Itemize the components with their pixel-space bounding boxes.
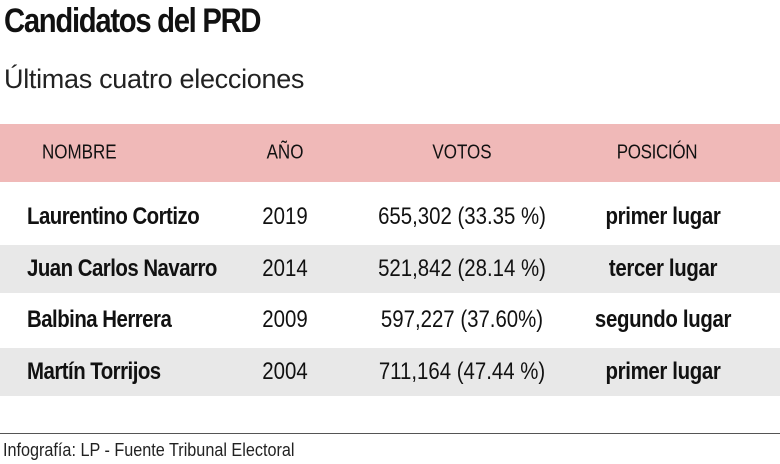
header-votos: VOTOS	[432, 141, 492, 164]
source-credit: Infografía: LP - Fuente Tribunal Elector…	[3, 440, 295, 460]
page-subtitle: Últimas cuatro elecciones	[4, 64, 305, 94]
cell-anio: 2019	[262, 203, 308, 230]
table-header: NOMBRE AÑO VOTOS POSICIÓN	[0, 124, 780, 182]
footer-divider	[0, 433, 780, 434]
cell-nombre: Martín Torrijos	[27, 358, 161, 385]
cell-votos: 711,164 (47.44 %)	[378, 358, 546, 385]
table-row: Laurentino Cortizo 2019 655,302 (33.35 %…	[0, 193, 780, 241]
cell-anio: 2004	[262, 358, 308, 385]
header-anio: AÑO	[266, 141, 304, 164]
header-nombre: NOMBRE	[42, 141, 117, 164]
cell-posicion: segundo lugar	[594, 306, 732, 333]
cell-votos: 597,227 (37.60%)	[380, 306, 544, 333]
table-row: Juan Carlos Navarro 2014 521,842 (28.14 …	[0, 245, 780, 293]
cell-anio: 2014	[262, 255, 308, 282]
cell-votos: 655,302 (33.35 %)	[378, 203, 546, 230]
header-posicion: POSICIÓN	[616, 141, 698, 164]
cell-posicion: primer lugar	[605, 203, 721, 230]
cell-nombre: Balbina Herrera	[27, 306, 172, 333]
cell-nombre: Laurentino Cortizo	[27, 203, 200, 230]
table-row: Balbina Herrera 2009 597,227 (37.60%) se…	[0, 296, 780, 344]
page-title: Candidatos del PRD	[4, 2, 262, 40]
cell-votos: 521,842 (28.14 %)	[378, 255, 546, 282]
cell-posicion: tercer lugar	[608, 255, 718, 282]
table-row: Martín Torrijos 2004 711,164 (47.44 %) p…	[0, 348, 780, 396]
cell-anio: 2009	[262, 306, 308, 333]
cell-posicion: primer lugar	[605, 358, 721, 385]
cell-nombre: Juan Carlos Navarro	[27, 255, 217, 282]
